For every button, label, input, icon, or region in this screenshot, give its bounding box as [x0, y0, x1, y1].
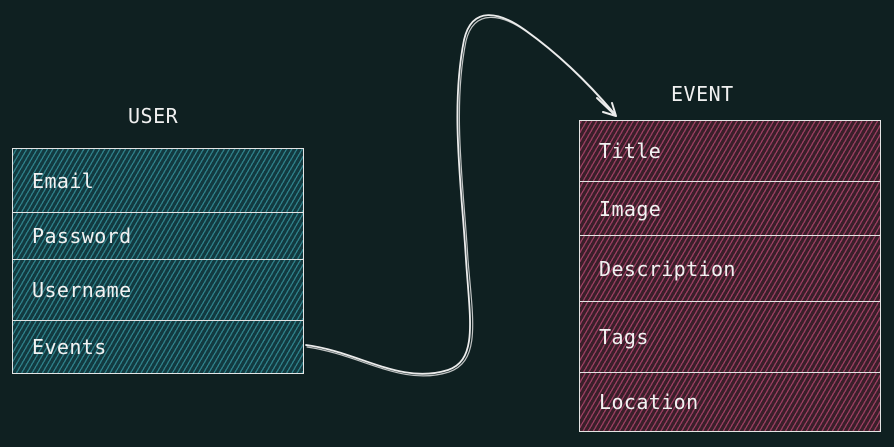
event-field-tags[interactable]: Tags: [579, 300, 881, 374]
user-field-events[interactable]: Events: [12, 319, 304, 374]
event-field-label: Image: [599, 196, 662, 221]
relation-arrow-line: [305, 14, 614, 375]
user-field-label: Password: [32, 224, 132, 248]
relation-arrow-line-sketch: [306, 16, 615, 377]
event-field-image[interactable]: Image: [579, 180, 881, 237]
event-field-title[interactable]: Title: [579, 120, 881, 182]
user-field-label: Events: [32, 334, 107, 359]
user-field-label: Username: [32, 278, 132, 302]
arrowhead-icon: [596, 97, 617, 117]
user-field-email[interactable]: Email: [12, 148, 304, 213]
event-field-label: Description: [599, 256, 736, 281]
event-field-label: Location: [599, 390, 699, 414]
event-entity-title: EVENT: [671, 82, 734, 106]
user-field-username[interactable]: Username: [12, 259, 304, 321]
user-field-password[interactable]: Password: [12, 211, 304, 261]
event-field-label: Tags: [599, 325, 649, 349]
event-field-label: Title: [599, 139, 662, 163]
event-field-description[interactable]: Description: [579, 235, 881, 302]
user-field-label: Email: [32, 168, 95, 193]
event-entity-box[interactable]: Title Image Description Tags Location: [579, 120, 881, 432]
event-field-location[interactable]: Location: [579, 372, 881, 432]
user-entity-title: USER: [128, 104, 179, 128]
user-entity-box[interactable]: Email Password Username Events: [12, 148, 304, 375]
